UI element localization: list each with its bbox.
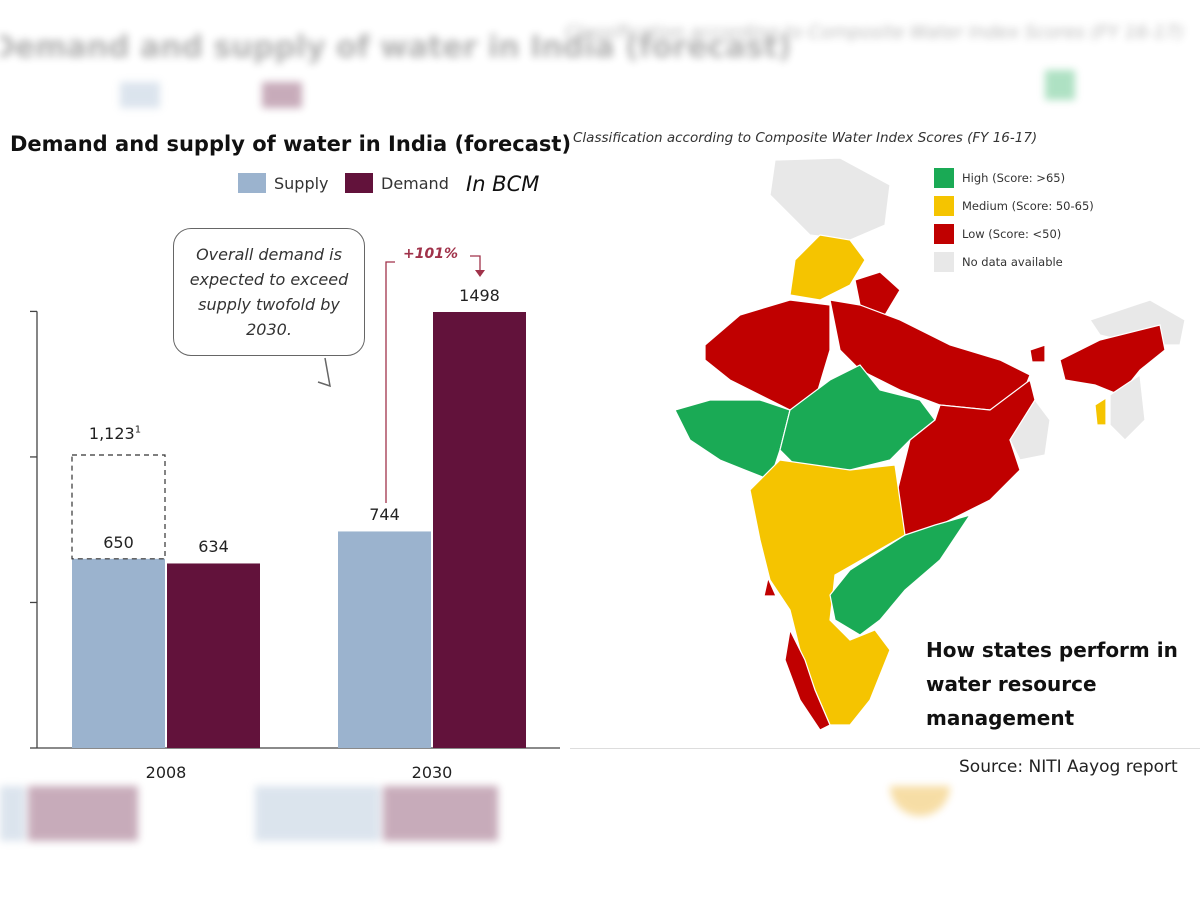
map-legend-label: Medium (Score: 50-65) <box>962 199 1094 213</box>
map-legend-label: No data available <box>962 255 1063 269</box>
source-note: Source: NITI Aayog report <box>959 757 1178 777</box>
map-title: Classification according to Composite Wa… <box>573 130 1038 146</box>
chart-title: Demand and supply of water in India (for… <box>10 132 572 156</box>
unit-label: In BCM <box>466 172 540 196</box>
x-tick-label: 2030 <box>411 763 453 782</box>
region-andhra <box>829 513 972 636</box>
region-east <box>894 378 1036 536</box>
ghost-map-title: Classification according to Composite Wa… <box>565 22 1184 43</box>
region-punjab-hp <box>789 234 866 301</box>
data-label: 744 <box>369 505 400 525</box>
callout-bubble: Overall demand is expected to exceed sup… <box>173 228 365 356</box>
region-ne-south <box>1109 373 1146 441</box>
map-legend-swatch <box>934 224 954 244</box>
projected-value: 1,123 <box>88 424 135 443</box>
region-kerala <box>784 628 831 731</box>
projected-demand-box <box>71 454 166 560</box>
map-legend-swatch <box>934 168 954 188</box>
bar-supply-2030 <box>338 531 431 748</box>
legend-label-supply: Supply <box>274 174 329 193</box>
bar-demand-2030 <box>433 312 526 748</box>
map-legend-swatch <box>934 252 954 272</box>
map-legend-label: High (Score: >65) <box>962 171 1066 185</box>
region-uttarakhand <box>854 271 901 316</box>
region-tripura <box>1094 396 1107 426</box>
region-south-medium <box>749 459 906 726</box>
legend-label-demand: Demand <box>381 174 449 193</box>
footnote-marker: 1 <box>134 424 142 436</box>
blurred-background-bottom <box>0 786 1200 900</box>
bar-demand-2008 <box>167 563 260 748</box>
legend-swatch-supply <box>238 173 266 193</box>
projected-label: 1,1231 <box>89 424 141 443</box>
data-label: 1498 <box>459 286 500 305</box>
blurred-background-top: Demand and supply of water in India (for… <box>0 0 1200 110</box>
region-goa <box>763 576 777 597</box>
bar-chart <box>30 255 560 749</box>
region-jk <box>769 157 891 241</box>
data-label: 650 <box>103 532 134 552</box>
region-bangladesh <box>1009 398 1051 461</box>
map-legend-swatch <box>934 196 954 216</box>
divider <box>570 748 1200 749</box>
growth-annotation: +101% <box>403 246 458 262</box>
bar-supply-2008 <box>72 558 165 748</box>
india-map <box>674 157 1186 731</box>
region-assam <box>1059 324 1166 396</box>
legend-swatch-demand <box>345 173 373 193</box>
map-legend-label: Low (Score: <50) <box>962 227 1062 241</box>
region-sikkim <box>1029 344 1046 363</box>
ghost-title: Demand and supply of water in India (for… <box>0 30 792 65</box>
map-caption: How states perform in water resource man… <box>926 638 1178 730</box>
data-label: 634 <box>198 537 229 557</box>
x-tick-label: 2008 <box>145 763 187 782</box>
